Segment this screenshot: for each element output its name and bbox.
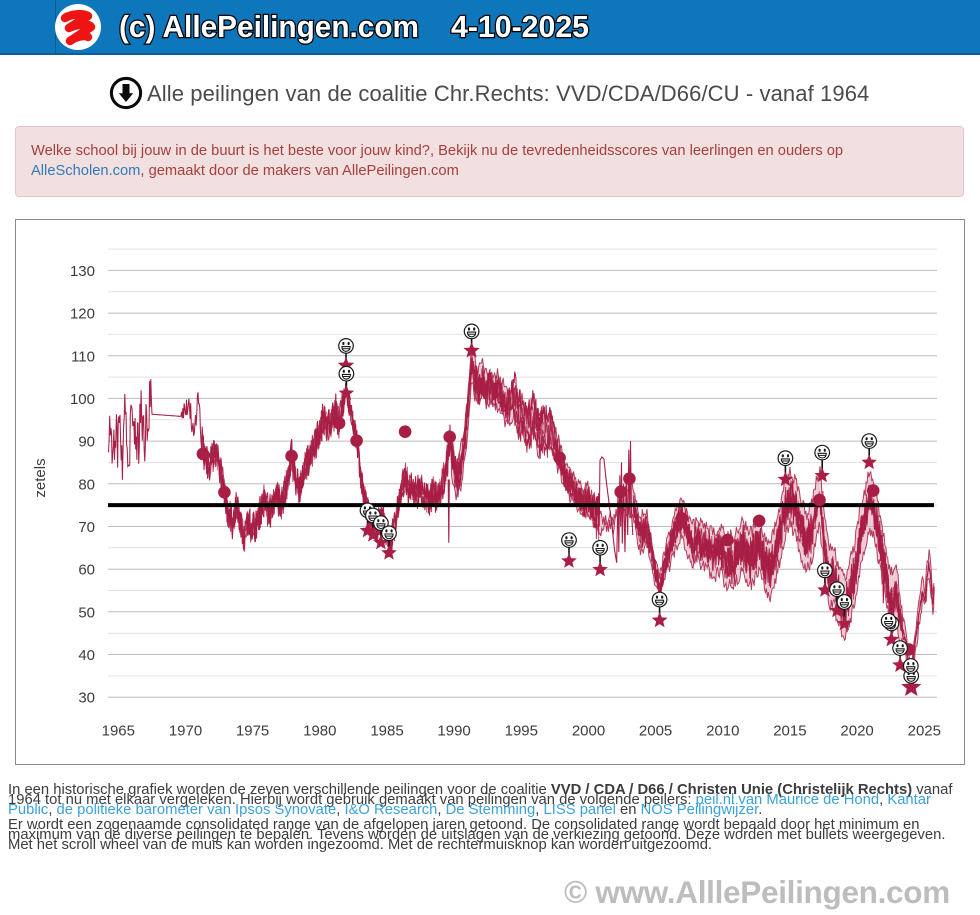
svg-text:1980: 1980 [303,723,336,740]
svg-text:2020: 2020 [840,723,873,740]
svg-text:110: 110 [71,348,95,365]
svg-text:40: 40 [78,647,95,664]
svg-text:(c) AllePeilingen.com: (c) AllePeilingen.com [119,9,419,44]
svg-text:60: 60 [78,562,95,579]
svg-text:120: 120 [70,306,95,323]
svg-text:2010: 2010 [706,723,739,740]
svg-text:130: 130 [70,263,95,280]
svg-text:1965: 1965 [102,723,135,740]
svg-text:70: 70 [78,519,95,536]
svg-text:30: 30 [78,690,95,707]
svg-text:zetels: zetels [32,458,49,497]
svg-text:50: 50 [78,604,95,621]
svg-text:100: 100 [70,391,95,408]
svg-text:2025: 2025 [908,723,941,740]
svg-text:2015: 2015 [773,723,806,740]
svg-text:90: 90 [78,434,95,451]
svg-text:2005: 2005 [639,723,672,740]
svg-text:1990: 1990 [437,723,470,740]
svg-text:1995: 1995 [505,723,538,740]
svg-text:2000: 2000 [572,723,605,740]
svg-text:1985: 1985 [370,723,403,740]
svg-text:80: 80 [78,476,95,493]
svg-text:1975: 1975 [236,723,269,740]
svg-text:4-10-2025: 4-10-2025 [451,9,589,44]
svg-text:1970: 1970 [169,723,202,740]
